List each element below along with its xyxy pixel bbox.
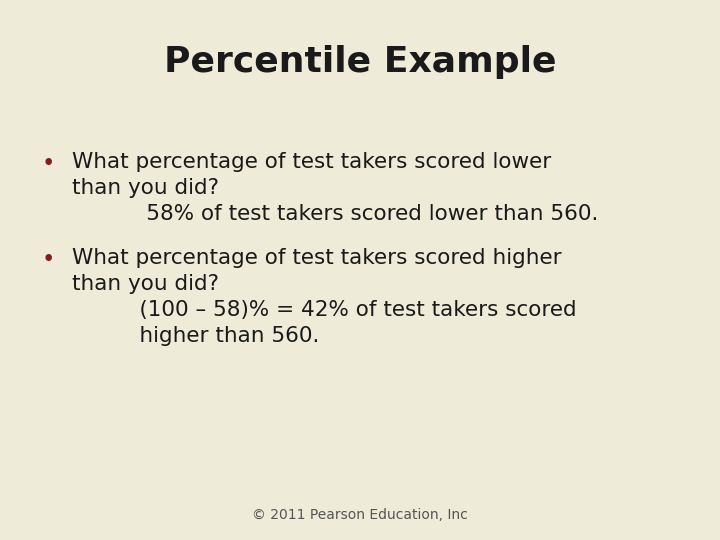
Text: than you did?: than you did? xyxy=(72,274,219,294)
Text: © 2011 Pearson Education, Inc: © 2011 Pearson Education, Inc xyxy=(252,508,468,522)
Text: Percentile Example: Percentile Example xyxy=(163,45,557,79)
Text: than you did?: than you did? xyxy=(72,178,219,198)
Text: higher than 560.: higher than 560. xyxy=(105,326,320,346)
Text: (100 – 58)% = 42% of test takers scored: (100 – 58)% = 42% of test takers scored xyxy=(105,300,577,320)
Text: 58% of test takers scored lower than 560.: 58% of test takers scored lower than 560… xyxy=(105,204,598,224)
Text: What percentage of test takers scored lower: What percentage of test takers scored lo… xyxy=(72,152,552,172)
Text: What percentage of test takers scored higher: What percentage of test takers scored hi… xyxy=(72,248,562,268)
Text: •: • xyxy=(41,248,55,271)
Text: •: • xyxy=(41,152,55,175)
